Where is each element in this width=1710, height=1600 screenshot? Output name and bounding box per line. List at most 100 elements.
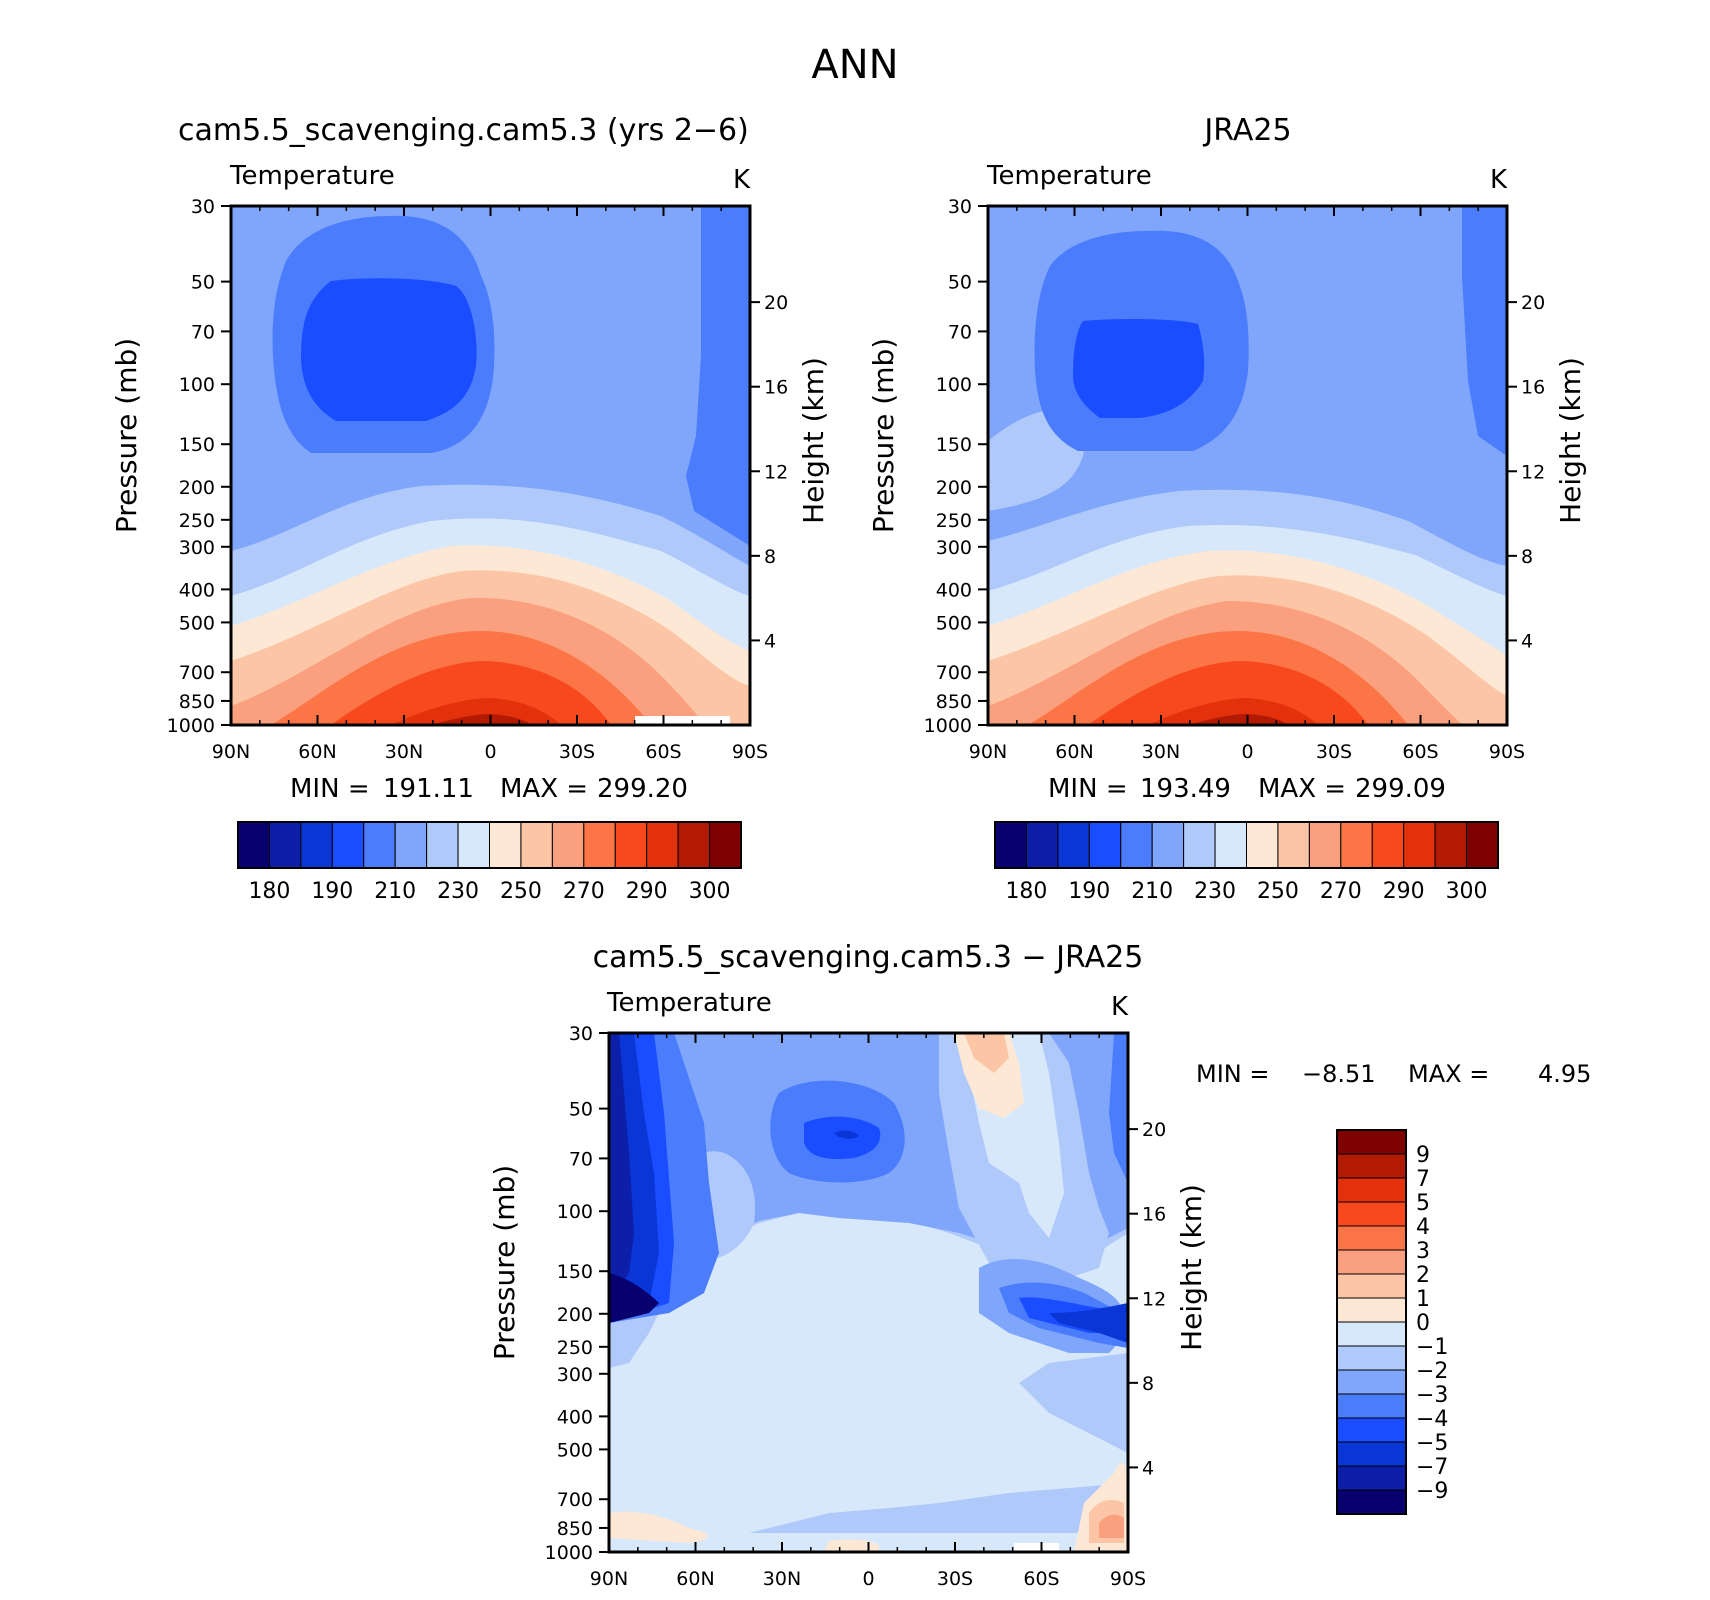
y-tick-label: 300 [557, 1364, 593, 1386]
colorbar-swatch [363, 821, 396, 869]
panel-title-diff: cam5.5_scavenging.cam5.3 − JRA25 [593, 940, 1144, 975]
colorbar-swatch [1336, 1273, 1407, 1299]
y-tick-label: 1000 [167, 715, 215, 737]
y2-tick-label: 12 [764, 461, 788, 483]
y2-tick-label: 16 [764, 377, 788, 399]
y-tick-label: 150 [936, 434, 972, 456]
y-tick-label: 200 [179, 477, 215, 499]
y-tick-label: 850 [557, 1518, 593, 1540]
y2-tick-label: 4 [1142, 1457, 1154, 1479]
colorbar-swatch [677, 821, 711, 869]
colorbar-swatch [1434, 821, 1468, 869]
max-value-obs: 299.09 [1355, 774, 1446, 804]
colorbar-label: 290 [1383, 879, 1425, 904]
colorbar-label: 7 [1416, 1167, 1430, 1192]
colorbar-swatch [1336, 1201, 1407, 1227]
y2-tick-label: 16 [1142, 1204, 1166, 1226]
y-tick-label: 400 [179, 579, 215, 601]
colorbar-swatch [394, 821, 428, 869]
stats-diff: MIN = −8.51 MAX = 4.95 [1196, 1060, 1591, 1088]
colorbar-label: 4 [1416, 1215, 1430, 1240]
panel-title-model: cam5.5_scavenging.cam5.3 (yrs 2−6) [178, 113, 749, 148]
x-tick-label: 60N [298, 741, 336, 763]
colorbar-swatch [1120, 821, 1153, 869]
min-value-model: 191.11 [383, 774, 474, 804]
min-label-diff: MIN = [1196, 1060, 1269, 1088]
colorbar-swatch [1336, 1345, 1407, 1371]
unit-label-obs: K [1490, 165, 1508, 195]
y-axis-label: Pressure (mb) [488, 1165, 521, 1360]
colorbar-frame [994, 821, 1499, 869]
y2-tick-label: 8 [1521, 546, 1533, 568]
plot-area-diff [607, 1031, 1130, 1554]
y-tick-label: 400 [936, 579, 972, 601]
max-label-model: MAX = [500, 774, 588, 804]
y2-axis-label: Height (km) [797, 357, 830, 524]
colorbar-label: −2 [1416, 1359, 1448, 1384]
y-tick-label: 850 [179, 691, 215, 713]
y-tick-label: 700 [936, 662, 972, 684]
y-tick-label: 200 [557, 1304, 593, 1326]
colorbar-swatch [1336, 1129, 1407, 1155]
colorbar-label: 300 [689, 879, 731, 904]
y2-tick-label: 16 [1521, 377, 1545, 399]
colorbar-swatch [1336, 1249, 1407, 1275]
y-axis-label: Pressure (mb) [110, 338, 143, 533]
y2-axis-label: Height (km) [1554, 357, 1587, 524]
colorbar-swatch [551, 821, 585, 869]
x-tick-label: 60N [676, 1568, 714, 1590]
y-tick-label: 300 [936, 537, 972, 559]
colorbar-label: 180 [248, 879, 290, 904]
panel-model: cam5.5_scavenging.cam5.3 (yrs 2−6) Tempe… [178, 113, 752, 804]
colorbar-label: −3 [1416, 1383, 1448, 1408]
colorbar-swatch [583, 821, 616, 869]
colorbar-label: 5 [1416, 1191, 1430, 1216]
y2-tick-label: 4 [1521, 630, 1533, 652]
colorbar-label: 190 [311, 879, 353, 904]
stats-model: MIN = 191.11 MAX = 299.20 [290, 774, 688, 804]
y2-tick-label: 8 [764, 546, 776, 568]
colorbar-swatch [1336, 1177, 1407, 1203]
y-tick-label: 850 [936, 691, 972, 713]
y-tick-label: 30 [191, 196, 215, 218]
colorbar-label: 250 [1257, 879, 1299, 904]
colorbar-frame [1336, 1129, 1407, 1515]
colorbar-swatch [237, 821, 270, 869]
max-value-diff: 4.95 [1538, 1060, 1591, 1088]
colorbar-swatch [1025, 821, 1059, 869]
y2-tick-label: 4 [764, 630, 776, 652]
variable-label-model: Temperature [229, 161, 395, 191]
x-tick-label: 30S [937, 1568, 973, 1590]
colorbar-label: 0 [1416, 1311, 1430, 1336]
y-tick-label: 50 [948, 272, 972, 294]
y-tick-label: 50 [191, 272, 215, 294]
y-tick-label: 250 [936, 510, 972, 532]
y-tick-label: 100 [179, 374, 215, 396]
colorbar-swatch [1336, 1369, 1407, 1395]
y-tick-label: 500 [557, 1439, 593, 1461]
colorbar-label: 270 [563, 879, 605, 904]
colorbar-abs-obs: 180 190 210 230 250 270 290 300 [994, 821, 1499, 904]
colorbar-label: 190 [1068, 879, 1110, 904]
y-tick-label: 100 [936, 374, 972, 396]
axes-model: 90N 60N 30N 0 30S 60S 90S 30 50 70 100 150 200 250 300… [110, 196, 830, 763]
colorbar-label: −5 [1416, 1431, 1448, 1456]
y2-tick-label: 20 [1142, 1119, 1166, 1141]
colorbar-swatch [489, 821, 522, 869]
panel-diff: cam5.5_scavenging.cam5.3 − JRA25 Tempera… [593, 940, 1591, 1554]
colorbar-label: −9 [1416, 1479, 1448, 1504]
y-tick-label: 30 [569, 1023, 593, 1045]
x-tick-label: 0 [484, 741, 496, 763]
y-tick-label: 400 [557, 1406, 593, 1428]
y2-axis-label: Height (km) [1175, 1184, 1208, 1351]
x-tick-label: 0 [1241, 741, 1253, 763]
colorbar-swatch [1336, 1297, 1407, 1323]
colorbar-label: 300 [1446, 879, 1488, 904]
y2-tick-label: 20 [764, 292, 788, 314]
variable-label-diff: Temperature [606, 988, 772, 1018]
x-tick-label: 90S [732, 741, 768, 763]
colorbar-swatch [1336, 1417, 1407, 1443]
colorbar-swatch [457, 821, 490, 869]
y-tick-label: 150 [557, 1261, 593, 1283]
colorbar-swatch [520, 821, 553, 869]
